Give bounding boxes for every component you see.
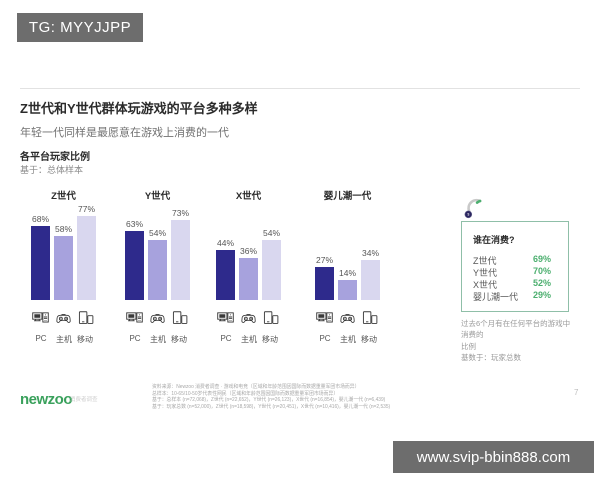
svg-text:$: $ (467, 213, 469, 217)
